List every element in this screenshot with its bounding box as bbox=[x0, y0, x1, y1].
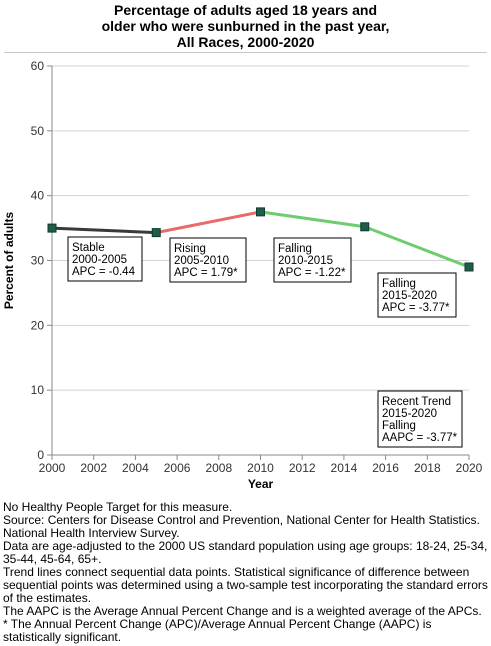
note-trend-lines: Trend lines connect sequential data poin… bbox=[3, 565, 491, 605]
segment-label-box-text: APC = -0.44 bbox=[72, 266, 136, 278]
data-point-marker bbox=[464, 262, 474, 272]
x-tick-label: 2016 bbox=[372, 461, 399, 475]
data-point-marker bbox=[256, 207, 265, 217]
segment-label-box-text: Falling bbox=[382, 278, 416, 290]
y-tick-label: 60 bbox=[31, 59, 45, 73]
note-age-adjustment: Data are age-adjusted to the 2000 US sta… bbox=[3, 539, 491, 566]
x-tick-label: 2018 bbox=[414, 461, 441, 475]
trend-segment-line bbox=[363, 225, 471, 269]
segment-label-box bbox=[377, 272, 457, 318]
x-tick-label: 2002 bbox=[80, 461, 107, 475]
note-aapc: The AAPC is the Average Annual Percent C… bbox=[3, 604, 482, 618]
segment-label-box-text: Stable bbox=[72, 242, 105, 254]
segment-label-box-text: 2000-2005 bbox=[72, 254, 127, 266]
line-chart: 0 10 20 30 40 50 60 2000 2002 2004 2006 2008 2010 201… bbox=[2, 59, 483, 491]
x-tick-label: 2000 bbox=[39, 461, 66, 475]
x-tick-label: 2014 bbox=[331, 461, 358, 475]
segment-label-box-text: APC = -1.22* bbox=[278, 267, 346, 279]
trend-segment-line bbox=[154, 210, 262, 235]
chart-title-line-1: Percentage of adults aged 18 years and bbox=[114, 2, 377, 18]
note-source: Source: Centers for Disease Control and … bbox=[3, 513, 484, 540]
segment-label-box bbox=[169, 237, 247, 283]
recent-trend-box bbox=[377, 390, 463, 448]
y-tick-label: 40 bbox=[31, 189, 45, 203]
x-tick-label: 2012 bbox=[289, 461, 316, 475]
note-target: No Healthy People Target for this measur… bbox=[3, 500, 233, 514]
footnotes: No Healthy People Target for this measur… bbox=[3, 501, 489, 644]
x-tick-label: 2008 bbox=[205, 461, 232, 475]
y-tick-label: 30 bbox=[31, 254, 45, 268]
trend-segment-line bbox=[259, 210, 367, 229]
segment-label-box bbox=[67, 236, 143, 282]
x-tick-label: 2010 bbox=[247, 461, 274, 475]
recent-trend-box-text: AAPC = -3.77* bbox=[382, 432, 458, 444]
title-divider bbox=[4, 52, 487, 53]
y-tick-label: 10 bbox=[31, 383, 45, 397]
chart-title-line-2: older who were sunburned in the past yea… bbox=[101, 18, 390, 34]
data-point-marker bbox=[360, 222, 370, 232]
segment-label-box-text: 2005-2010 bbox=[174, 255, 229, 267]
x-tick-label: 2020 bbox=[456, 461, 483, 475]
segment-label-box-text: APC = 1.79* bbox=[174, 267, 238, 279]
chart-title-line-3: All Races, 2000-2020 bbox=[176, 34, 315, 50]
segment-label-box-text: Falling bbox=[278, 243, 312, 255]
recent-trend-box-text: 2015-2020 bbox=[382, 408, 437, 420]
y-tick-label: 50 bbox=[31, 124, 45, 138]
segment-label-box-text: 2015-2020 bbox=[382, 290, 437, 302]
y-tick-label: 0 bbox=[37, 448, 44, 462]
note-significance: * The Annual Percent Change (APC)/Averag… bbox=[3, 617, 435, 644]
x-axis-label: Year bbox=[248, 477, 274, 491]
segment-label-box-text: 2010-2015 bbox=[278, 255, 333, 267]
recent-trend-box-text: Falling bbox=[382, 420, 416, 432]
recent-trend-box-text: Recent Trend bbox=[382, 396, 451, 408]
data-point-marker bbox=[151, 228, 161, 238]
segment-label-box-text: APC = -3.77* bbox=[382, 302, 450, 314]
y-tick-label: 20 bbox=[31, 318, 45, 332]
x-tick-label: 2004 bbox=[122, 461, 149, 475]
trend-segment-line bbox=[50, 226, 158, 235]
segment-label-box-text: Rising bbox=[174, 243, 206, 255]
data-point-marker bbox=[47, 223, 57, 233]
y-axis-label: Percent of adults bbox=[2, 212, 16, 310]
chart-title: Percentage of adults aged 18 years and o… bbox=[0, 2, 491, 50]
x-tick-label: 2006 bbox=[164, 461, 191, 475]
segment-label-box bbox=[273, 237, 352, 283]
